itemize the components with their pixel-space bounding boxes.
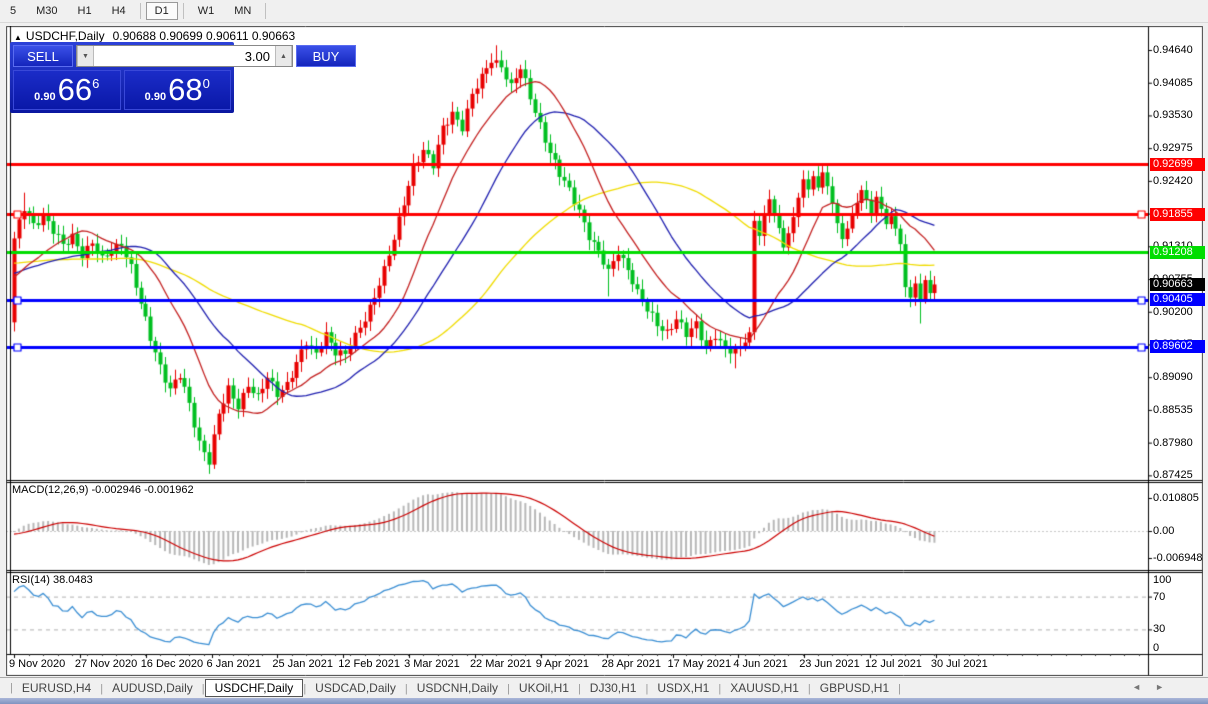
volume-decrease-button[interactable]: ▼ bbox=[77, 46, 94, 66]
price-tick-label: 0.89090 bbox=[1153, 371, 1193, 384]
triangle-up-icon: ▲ bbox=[280, 52, 287, 60]
hline-price-chip: 0.90405 bbox=[1150, 293, 1205, 307]
sell-price-display[interactable]: 0.90 66 6 bbox=[13, 70, 121, 110]
date-tick-label: 9 Nov 2020 bbox=[9, 658, 66, 670]
rsi-indicator-label: RSI(14) 38.0483 bbox=[12, 574, 93, 586]
macd-tick-label: 0.00 bbox=[1153, 525, 1175, 537]
buy-price-pip: 0 bbox=[202, 76, 210, 91]
tab-separator: | bbox=[201, 683, 205, 695]
tab-scroll-arrows: ◄► bbox=[1132, 682, 1178, 692]
macd-tick-label: -0.006948 bbox=[1153, 552, 1203, 564]
tab-separator: | bbox=[898, 683, 901, 695]
hline-price-chip: 0.91208 bbox=[1150, 245, 1205, 259]
buy-button[interactable]: BUY bbox=[296, 45, 356, 67]
date-tick-label: 3 Mar 2021 bbox=[404, 658, 460, 670]
chart-tab-usdchf[interactable]: USDCHF,Daily bbox=[204, 679, 304, 697]
date-tick-label: 27 Nov 2020 bbox=[74, 658, 138, 670]
tab-separator: | bbox=[507, 683, 510, 695]
buy-price-main: 68 bbox=[168, 72, 203, 107]
current-price-chip: 0.90663 bbox=[1150, 277, 1205, 291]
chart-tab-ukoil[interactable]: UKOil,H1 bbox=[518, 681, 569, 695]
chart-window: ▲ USDCHF,Daily 0.90688 0.90699 0.90611 0.9… bbox=[6, 26, 1205, 676]
hline-price-chip: 0.89602 bbox=[1150, 340, 1205, 354]
chart-canvas[interactable] bbox=[6, 26, 1203, 676]
price-tick-label: 0.94640 bbox=[1153, 44, 1193, 56]
price-tick-label: 0.92975 bbox=[1153, 142, 1193, 155]
price-tick-label: 0.87980 bbox=[1153, 436, 1193, 449]
tab-separator: | bbox=[645, 683, 649, 695]
date-tick-label: 22 Mar 2021 bbox=[469, 658, 532, 670]
price-tick-label: 0.90200 bbox=[1153, 305, 1193, 318]
timeframe-button-h4[interactable]: H4 bbox=[111, 5, 126, 17]
chart-tab-audusd[interactable]: AUDUSD,Daily bbox=[112, 681, 193, 695]
volume-increase-button[interactable]: ▲ bbox=[275, 46, 292, 66]
date-tick-label: 4 Jun 2021 bbox=[733, 658, 788, 670]
date-tick-label: 25 Jan 2021 bbox=[272, 658, 333, 670]
tab-separator: | bbox=[404, 683, 408, 695]
rsi-tick-label: 0 bbox=[1153, 642, 1160, 654]
sell-button[interactable]: SELL bbox=[13, 45, 73, 67]
chart-ohlc-values: 0.90688 0.90699 0.90611 0.90663 bbox=[112, 29, 296, 43]
sell-price-main: 66 bbox=[57, 72, 93, 107]
volume-spinner: ▼ ▲ bbox=[76, 45, 293, 67]
tab-separator: | bbox=[303, 683, 307, 695]
sell-price-prefix: 0.90 bbox=[34, 91, 56, 103]
date-tick-label: 9 Apr 2021 bbox=[535, 658, 590, 670]
triangle-down-icon: ▼ bbox=[82, 52, 89, 60]
toolbar-separator bbox=[265, 3, 267, 19]
price-tick-label: 0.94085 bbox=[1153, 76, 1193, 89]
price-tick-label: 0.87425 bbox=[1153, 469, 1193, 482]
tab-separator: | bbox=[100, 683, 104, 695]
rsi-tick-label: 100 bbox=[1153, 574, 1172, 586]
date-tick-label: 12 Jul 2021 bbox=[865, 658, 922, 670]
date-tick-label: 16 Dec 2020 bbox=[140, 658, 204, 670]
chart-title: ▲ USDCHF,Daily 0.90688 0.90699 0.90611 0.9… bbox=[14, 29, 295, 43]
price-tick-label: 0.88535 bbox=[1153, 403, 1193, 416]
tab-scroll-right-icon[interactable]: ► bbox=[1155, 682, 1178, 692]
toolbar-separator bbox=[182, 3, 184, 19]
macd-tick-label: 0.010805 bbox=[1153, 492, 1199, 504]
date-tick-label: 6 Jan 2021 bbox=[206, 658, 261, 670]
timeframe-toolbar: 5 M30 H1 H4 D1 W1 MN bbox=[0, 0, 1208, 23]
macd-indicator-label: MACD(12,26,9) -0.002946 -0.001962 bbox=[12, 484, 194, 496]
chart-tab-xauusd[interactable]: XAUUSD,H1 bbox=[730, 681, 799, 695]
chart-symbol-title: USDCHF,Daily bbox=[25, 29, 105, 43]
sell-price-pip: 6 bbox=[92, 76, 100, 91]
price-tick-label: 0.93530 bbox=[1153, 109, 1193, 122]
toolbar-separator bbox=[139, 3, 141, 19]
chart-tab-gbpusd[interactable]: GBPUSD,H1 bbox=[819, 681, 890, 695]
date-tick-label: 30 Jul 2021 bbox=[930, 658, 988, 670]
timeframe-button-m30[interactable]: M30 bbox=[36, 5, 58, 17]
price-tick-label: 0.92420 bbox=[1153, 174, 1193, 187]
date-tick-label: 28 Apr 2021 bbox=[601, 658, 661, 670]
timeframe-button-h1[interactable]: H1 bbox=[77, 5, 92, 17]
timeframe-button-d1[interactable]: D1 bbox=[145, 2, 178, 20]
tab-separator: | bbox=[577, 683, 581, 695]
tab-scroll-left-icon[interactable]: ◄ bbox=[1132, 682, 1156, 692]
collapse-arrow-icon[interactable]: ▲ bbox=[14, 33, 22, 42]
chart-tab-usdcnh[interactable]: USDCNH,Daily bbox=[416, 681, 499, 695]
chart-tab-eurusd[interactable]: EURUSD,H4 bbox=[21, 681, 92, 695]
chart-tab-dj30[interactable]: DJ30,H1 bbox=[589, 681, 637, 695]
tab-separator: | bbox=[807, 683, 811, 695]
date-tick-label: 17 May 2021 bbox=[667, 658, 732, 670]
timeframe-button-5[interactable]: 5 bbox=[10, 5, 17, 17]
chart-tab-usdcad[interactable]: USDCAD,Daily bbox=[315, 681, 396, 695]
window-bottom-strip bbox=[0, 698, 1208, 704]
chart-tab-usdx[interactable]: USDX,H1 bbox=[657, 681, 710, 695]
hline-price-chip: 0.92699 bbox=[1150, 157, 1205, 171]
rsi-tick-label: 30 bbox=[1153, 623, 1166, 636]
timeframe-button-mn[interactable]: MN bbox=[234, 5, 252, 17]
volume-input[interactable] bbox=[94, 46, 275, 66]
rsi-tick-label: 70 bbox=[1153, 590, 1166, 603]
buy-price-prefix: 0.90 bbox=[144, 91, 167, 103]
chart-tab-bar: | EURUSD,H4 | AUDUSD,Daily | USDCHF,Daily | US… bbox=[0, 677, 1208, 698]
hline-price-chip: 0.91855 bbox=[1150, 207, 1205, 221]
date-tick-label: 12 Feb 2021 bbox=[338, 658, 401, 670]
date-tick-label: 23 Jun 2021 bbox=[799, 658, 860, 670]
buy-price-display[interactable]: 0.90 68 0 bbox=[123, 70, 231, 110]
timeframe-button-w1[interactable]: W1 bbox=[197, 5, 215, 17]
tab-separator: | bbox=[718, 683, 722, 695]
